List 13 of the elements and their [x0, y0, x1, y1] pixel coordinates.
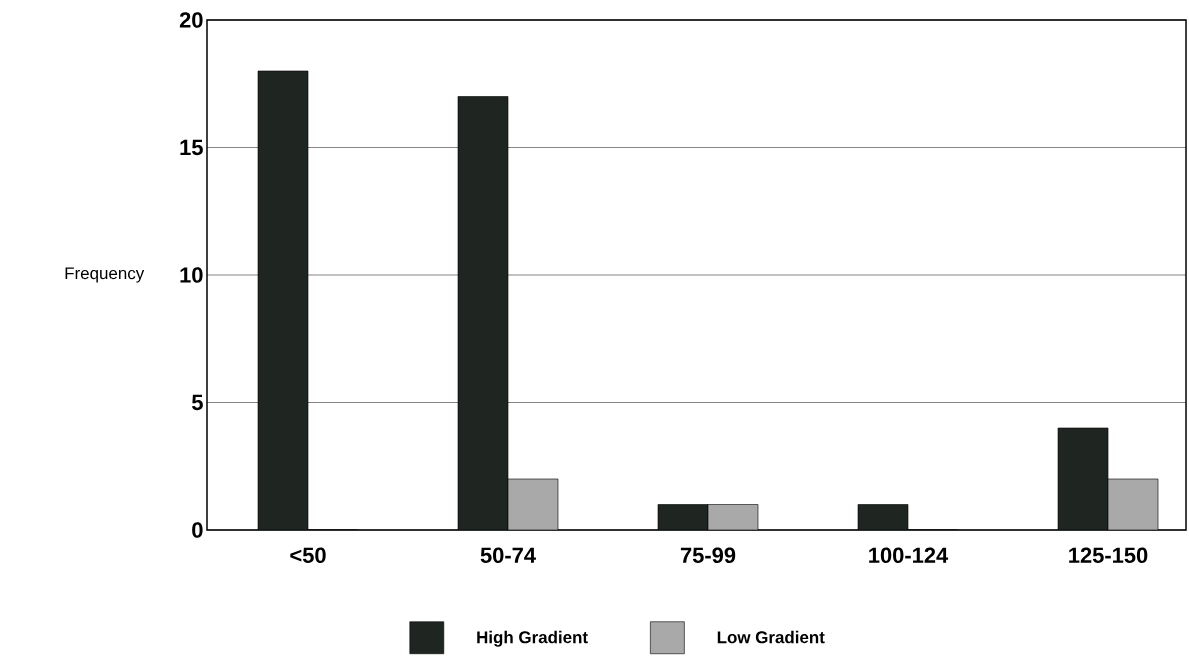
x-tick-label: <50: [290, 547, 326, 564]
x-tick-label: 75-99: [680, 547, 736, 564]
y-tick-label: 5: [191, 394, 203, 411]
y-tick-label: 15: [180, 139, 203, 156]
x-tick-label: 100-124: [869, 547, 949, 564]
legend-label: Low Gradient: [717, 630, 825, 644]
x-tick-label: 50-74: [480, 547, 536, 564]
y-axis-title: Frequency: [65, 267, 145, 283]
y-tick-label: 10: [180, 267, 203, 283]
legend-label: High Gradient: [477, 630, 588, 647]
y-tick-label: 0: [192, 522, 203, 538]
y-tick-label: 20: [179, 12, 203, 28]
x-tick-label: 125-150: [1069, 547, 1148, 564]
